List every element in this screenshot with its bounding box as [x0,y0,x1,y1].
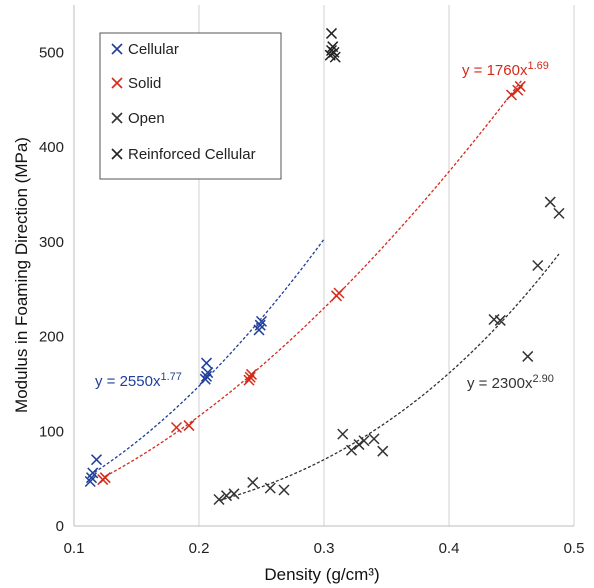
y-tick-label: 0 [56,518,64,535]
y-axis-title: Modulus in Foaming Direction (MPa) [12,137,31,413]
axes [73,5,574,527]
legend-marker [111,112,123,124]
data-point [325,27,338,39]
data-point [494,314,506,326]
y-tick-label: 200 [39,329,64,346]
legend-label: Open [128,110,165,127]
data-point [553,207,565,219]
x-tick-label: 0.3 [314,540,335,557]
data-point [522,350,534,362]
data-point [228,488,240,500]
data-point [199,373,211,385]
y-tick-labels: 0 100 200 300 400 500 [39,44,64,535]
data-point [532,259,544,272]
legend-label: Reinforced Cellular [128,146,256,163]
data-point [245,368,258,380]
x-tick-labels: 0.1 0.2 0.3 0.4 0.5 [64,540,585,557]
data-point [329,51,341,63]
data-point [244,371,256,383]
data-point [87,467,99,479]
data-point [183,420,195,432]
fit-equation: y = 2550x1.77 [95,371,182,390]
legend-box [99,32,282,180]
data-point [345,444,358,456]
x-tick-label: 0.1 [64,540,85,557]
trendline-0 [89,238,325,476]
data-point [255,315,268,327]
fit-equation: y = 2300x2.90 [467,373,554,392]
data-point [505,89,518,101]
x-tick-label: 0.5 [564,540,585,557]
data-point [247,476,259,488]
x-tick-label: 0.4 [439,540,460,557]
data-point [243,374,255,386]
data-point [377,445,389,457]
data-point [368,433,380,445]
fit-equations: y = 2550x1.77 y = 1760x1.69 y = 2300x2.90 [95,60,554,392]
y-tick-label: 100 [39,423,64,440]
legend-label: Cellular [128,41,179,58]
data-point [337,428,349,440]
data-point [254,319,266,331]
y-tick-label: 300 [39,234,64,251]
legend-marker [111,148,123,160]
data-point [200,370,213,382]
x-tick-label: 0.2 [189,540,210,557]
data-point [278,484,290,496]
fit-equation-exponent: 1.69 [527,60,548,72]
legend-marker [111,77,123,89]
legend: Cellular Solid Open Reinforced Cellular [99,32,282,180]
data-point [514,80,526,92]
fit-equation: y = 1760x1.69 [462,60,549,79]
data-point [84,475,96,488]
fit-equation-exponent: 2.90 [532,373,553,385]
fit-equation-exponent: 1.77 [160,371,181,383]
x-axis-title: Density (g/cm³) [264,565,379,584]
y-tick-label: 400 [39,139,64,156]
fit-equation-base: y = 2300x [467,375,533,392]
fit-equation-base: y = 1760x [462,62,528,79]
y-tick-label: 500 [39,44,64,61]
data-point [99,472,111,484]
data-point [90,454,103,466]
data-point [264,482,276,494]
legend-marker [111,43,123,55]
data-point [333,287,345,299]
fit-equation-base: y = 2550x [95,373,161,390]
data-points [84,27,565,506]
legend-label: Solid [128,75,161,92]
trendline-1 [104,80,523,477]
data-point [544,196,556,208]
data-point [353,439,365,451]
data-point [170,421,183,434]
data-point [213,493,225,506]
data-point [202,367,214,379]
data-point [358,435,370,447]
data-point [200,357,213,369]
data-point [220,490,233,502]
